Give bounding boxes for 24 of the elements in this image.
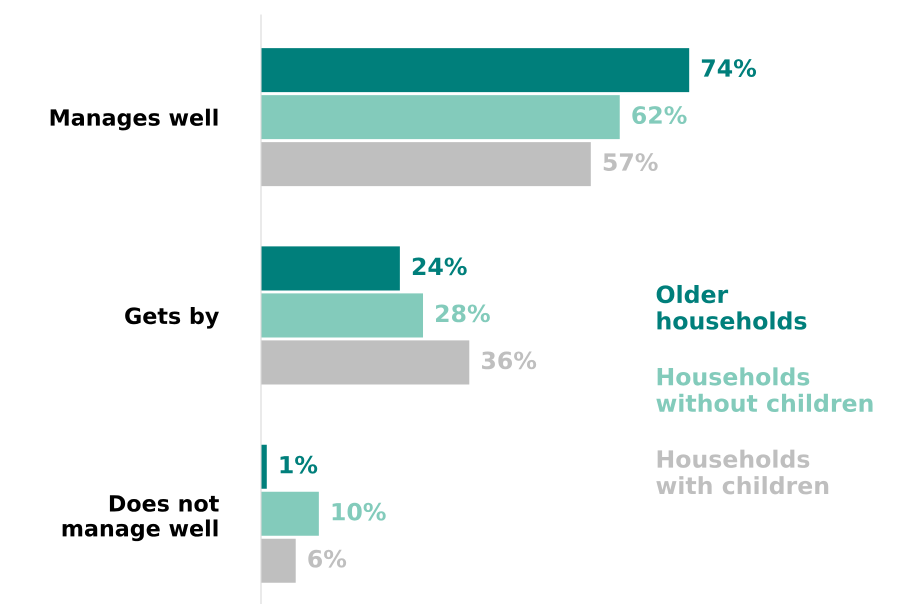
text: Households without children [656, 367, 873, 412]
bar [261, 142, 591, 186]
data-label: 28% [436, 304, 490, 322]
bar [261, 538, 296, 583]
bar [261, 246, 400, 290]
bar [261, 48, 690, 92]
y-tick-label: Gets by [125, 307, 219, 329]
bar [261, 340, 470, 384]
data-label: 24% [412, 257, 467, 276]
data-label: 6% [308, 550, 346, 568]
data-label: 57% [604, 153, 658, 171]
data-label: 74% [702, 59, 756, 77]
bar [261, 444, 267, 489]
data-label: 62% [632, 106, 687, 124]
data-label: 10% [332, 502, 386, 521]
bar [261, 492, 319, 536]
bar [261, 95, 620, 140]
data-label: 1% [280, 456, 318, 474]
y-tick-label: Does not manage well [62, 495, 219, 542]
text: Households with children [656, 450, 828, 494]
text: Older households [656, 284, 806, 330]
data-label: 36% [482, 351, 536, 370]
bar [261, 293, 424, 338]
y-tick-label: Manages well [50, 108, 218, 130]
